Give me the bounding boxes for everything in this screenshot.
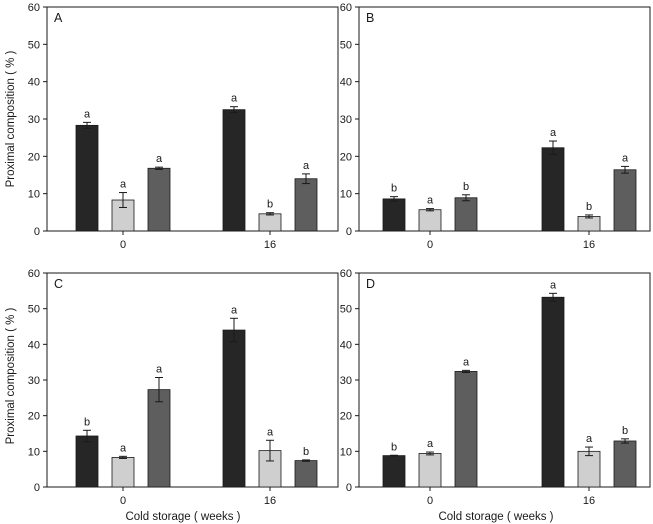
significance-letter: a: [120, 442, 127, 454]
significance-letter: a: [427, 195, 434, 207]
significance-letter: a: [427, 438, 434, 450]
bar: [454, 197, 478, 232]
bar: [222, 329, 246, 488]
y-tick-label: 10: [340, 446, 352, 458]
significance-letter: a: [463, 356, 470, 368]
significance-letter: b: [622, 425, 628, 437]
y-tick-label: 0: [34, 226, 40, 238]
bar: [418, 209, 442, 232]
bar: [222, 109, 246, 232]
y-tick-label: 50: [340, 304, 352, 316]
bar: [258, 213, 282, 232]
panel-label: A: [54, 11, 63, 25]
bar: [613, 440, 637, 488]
bar: [541, 147, 565, 232]
y-tick-label: 60: [28, 268, 40, 280]
bar: [454, 371, 478, 488]
chart-panel-c: 0 10 20 30 40 50 60 0 16 Cb a a a a b: [28, 268, 339, 507]
y-tick-label: 50: [28, 39, 40, 51]
y-tick-label: 20: [340, 411, 352, 423]
bar: [147, 167, 171, 232]
significance-letter: a: [156, 153, 163, 165]
y-tick-label: 0: [346, 226, 352, 238]
panel-label: C: [54, 277, 63, 291]
significance-letter: b: [391, 183, 397, 195]
chart-panel-d: 0 10 20 30 40 50 60 0 16 Db a a a a b: [340, 268, 651, 507]
y-tick-label: 60: [340, 268, 352, 280]
bar: [75, 435, 99, 488]
bar: [111, 456, 135, 488]
bar: [577, 450, 601, 488]
bar: [541, 296, 565, 488]
significance-letter: b: [463, 181, 469, 193]
x-tick-label: 0: [427, 495, 433, 507]
plot-frame: [358, 6, 651, 232]
bar: [382, 455, 406, 488]
significance-letter: b: [391, 441, 397, 453]
significance-letter: a: [156, 364, 163, 376]
chart-panel-a: 0 10 20 30 40 50 60 0 16 Aa a a b a a: [28, 2, 339, 251]
y-tick-label: 10: [340, 189, 352, 201]
panel-label: B: [366, 11, 374, 25]
y-tick-label: 20: [340, 151, 352, 163]
y-tick-label: 60: [340, 2, 352, 14]
significance-letter: a: [550, 127, 557, 139]
x-tick-label: 16: [583, 239, 595, 251]
bar: [75, 124, 99, 232]
x-tick-label: 16: [264, 495, 276, 507]
x-tick-label: 0: [120, 239, 126, 251]
bar: [147, 389, 171, 488]
y-axis-title-top: Proximal composition ( % ): [5, 50, 17, 187]
y-tick-label: 10: [28, 446, 40, 458]
y-tick-label: 30: [28, 375, 40, 387]
significance-letter: a: [550, 279, 557, 291]
x-tick-label: 0: [427, 239, 433, 251]
y-axis-title-bottom: Proximal composition ( % ): [5, 307, 17, 444]
x-tick-label: 0: [120, 495, 126, 507]
x-axis-title-left: Cold storage ( weeks ): [125, 511, 240, 523]
y-tick-label: 10: [28, 189, 40, 201]
bar: [382, 198, 406, 232]
y-tick-label: 40: [28, 77, 40, 89]
bar: [418, 453, 442, 488]
significance-letter: a: [120, 179, 127, 191]
significance-letter: a: [303, 160, 310, 172]
chart-panel-b: 0 10 20 30 40 50 60 0 16 Bb a a b b a: [340, 2, 651, 251]
y-tick-label: 0: [346, 482, 352, 494]
y-tick-label: 40: [340, 77, 352, 89]
significance-letter: a: [586, 433, 593, 445]
significance-letter: b: [267, 199, 273, 211]
y-tick-label: 40: [340, 339, 352, 351]
y-tick-label: 30: [340, 375, 352, 387]
y-tick-label: 0: [34, 482, 40, 494]
chart-panels: 0 10 20 30 40 50 60 0 16 Aa a a b a a 0 10 20 30 40 50 60 0 16 B…: [28, 2, 651, 507]
significance-letter: a: [622, 152, 629, 164]
bar: [613, 169, 637, 232]
y-tick-label: 30: [28, 114, 40, 126]
bar: [294, 178, 318, 232]
significance-letter: a: [231, 304, 238, 316]
significance-letter: a: [267, 426, 274, 438]
plot-frame: [358, 272, 651, 488]
significance-letter: b: [84, 416, 90, 428]
panel-label: D: [366, 277, 375, 291]
y-tick-label: 40: [28, 339, 40, 351]
x-axis-title-right: Cold storage ( weeks ): [438, 511, 553, 523]
significance-letter: b: [303, 446, 309, 458]
y-tick-label: 50: [28, 304, 40, 316]
x-tick-label: 16: [264, 239, 276, 251]
y-tick-label: 60: [28, 2, 40, 14]
bar: [577, 216, 601, 232]
significance-letter: b: [586, 201, 592, 213]
y-tick-label: 30: [340, 114, 352, 126]
significance-letter: a: [231, 93, 238, 105]
x-tick-label: 16: [583, 495, 595, 507]
y-tick-label: 20: [28, 411, 40, 423]
bar: [294, 460, 318, 488]
significance-letter: a: [84, 108, 91, 120]
y-tick-label: 50: [340, 39, 352, 51]
y-tick-label: 20: [28, 151, 40, 163]
